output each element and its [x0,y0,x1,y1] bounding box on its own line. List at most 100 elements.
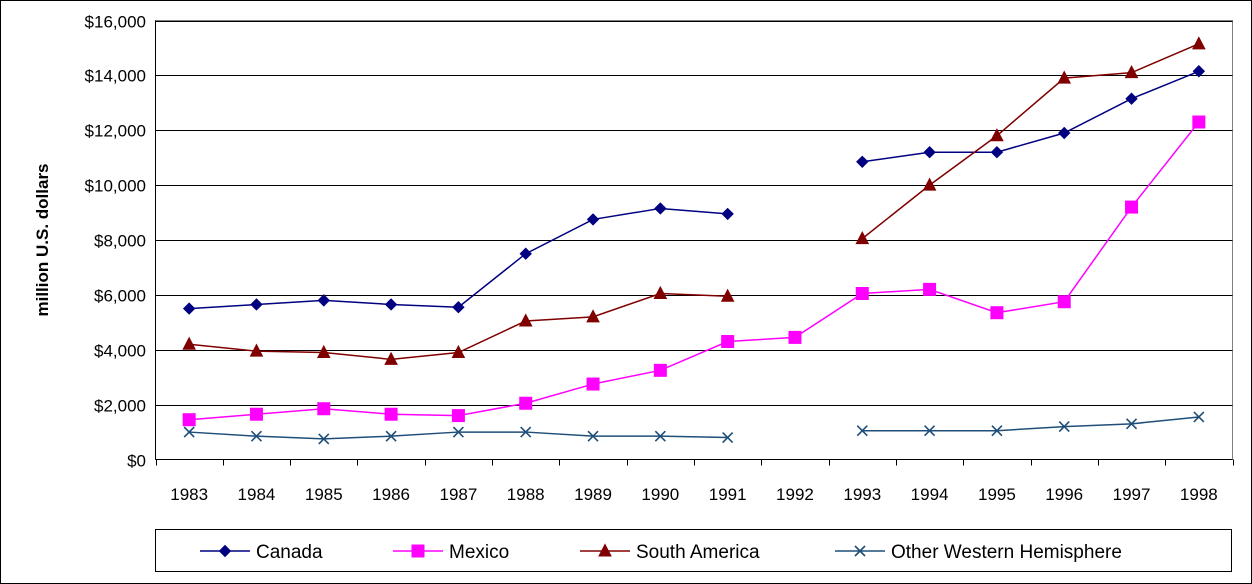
data-point [653,363,667,377]
data-point [1125,92,1138,105]
y-axis-title: million U.S. dollars [33,163,52,316]
data-point [721,207,734,221]
data-point [518,313,533,327]
legend-label: Canada [256,542,323,563]
y-tick-label: $2,000 [94,397,146,416]
legend-item: South America [580,542,760,563]
series-south-america [182,36,1206,365]
y-tick-label: $12,000 [85,122,146,141]
data-point [856,155,869,169]
y-tick-label: $16,000 [85,13,146,32]
data-point [250,430,263,442]
data-point [991,425,1003,437]
x-tick-label: 1987 [439,485,477,504]
data-point [923,145,936,159]
x-tick-label: 1993 [843,485,881,504]
data-point [1192,36,1206,50]
x-tick-label: 1988 [507,485,545,504]
series-line [189,121,1200,421]
legend-marker [598,543,612,557]
data-point [721,335,735,349]
y-tick-label: $10,000 [85,177,146,196]
data-point [519,396,533,410]
y-tick-label: $8,000 [94,232,146,251]
series-line [861,43,1200,240]
legend-label: South America [636,542,760,563]
data-point [182,413,196,427]
data-point [1125,418,1138,430]
y-tick-label: $4,000 [94,342,146,361]
data-point [924,425,936,437]
data-point [183,426,195,438]
x-tick-label: 1986 [372,485,410,504]
data-point [1193,411,1205,423]
series-other-western-hemisphere [183,411,1205,445]
legend [155,529,1232,572]
legend-item: Other Western Hemisphere [835,542,1122,563]
x-tick-label: 1983 [170,485,208,504]
data-point [922,177,937,191]
data-point [1058,421,1070,433]
x-tick-label: 1995 [978,485,1016,504]
data-point [1125,200,1139,214]
data-point [452,426,464,438]
data-point [384,298,398,311]
data-point [654,430,666,442]
data-point [385,430,397,442]
data-point [586,309,600,323]
data-point [990,306,1004,320]
data-point [990,145,1004,159]
series-line [862,70,1200,163]
legend-label: Mexico [449,542,509,563]
data-point [1057,295,1071,309]
x-tick-label: 1984 [238,485,276,504]
data-point [318,433,330,445]
x-tick-label: 1994 [911,485,949,504]
x-tick-label: 1989 [574,485,612,504]
data-point [587,430,599,442]
data-point [452,301,465,314]
data-point [250,298,263,311]
legend-items: Canada Mexico South America Other Western H… [200,542,1122,563]
data-point [720,288,735,302]
data-point [317,402,331,416]
data-point [1192,115,1206,129]
data-point [855,287,869,301]
series-canada [182,65,1206,315]
x-tick-label: 1991 [709,485,747,504]
data-point [586,377,600,391]
data-point [316,344,331,358]
x-tick-label: 1985 [305,485,343,504]
data-point [520,426,532,438]
data-point [586,213,600,226]
data-point [451,409,465,423]
data-point [1057,70,1072,84]
data-point [249,407,263,421]
data-point [653,285,668,300]
data-point [654,202,667,215]
x-axis-ticks: 1983 1984 1985 1986 1987 1988 1989 1990 1991 1992… [156,459,1234,504]
series-mexico [182,115,1206,427]
series-group [182,36,1206,445]
legend-label: Other Western Hemisphere [891,542,1122,563]
y-tick-label: $14,000 [85,67,146,86]
data-point [451,344,466,358]
data-point [855,231,870,245]
data-point [788,330,802,344]
legend-marker [854,545,866,557]
x-tick-label: 1992 [776,485,814,504]
data-point [1058,126,1071,140]
x-tick-label: 1990 [641,485,679,504]
data-point [384,407,398,421]
data-point [722,431,734,444]
data-point [249,343,264,357]
data-point [1124,65,1139,79]
y-tick-label: $6,000 [94,287,146,306]
data-point [317,294,330,307]
y-tick-label: $0 [127,452,146,471]
legend-marker [411,544,425,558]
series-line [862,416,1199,432]
data-point [182,302,196,315]
data-point [856,425,868,437]
